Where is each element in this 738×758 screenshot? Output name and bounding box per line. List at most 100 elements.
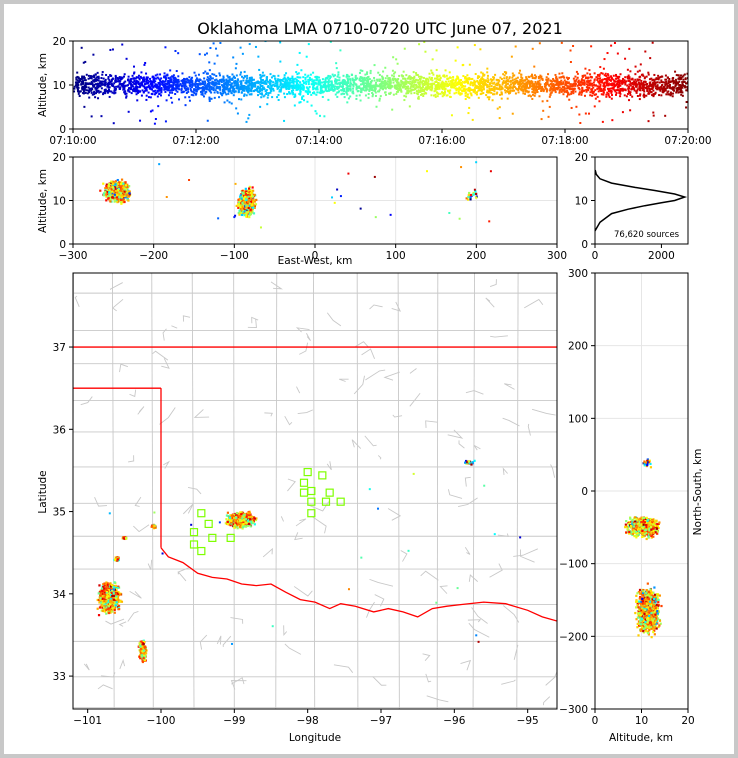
source-point xyxy=(457,83,460,86)
source-point xyxy=(417,85,420,88)
source-point xyxy=(104,78,107,81)
source-point xyxy=(486,96,489,99)
source-point xyxy=(214,83,217,86)
source-point xyxy=(118,76,121,79)
source-point xyxy=(181,80,184,83)
source-point xyxy=(117,77,120,80)
source-point xyxy=(169,89,172,92)
source-point xyxy=(629,109,632,112)
source-point xyxy=(600,72,603,75)
source-point xyxy=(420,93,423,96)
source-point xyxy=(436,78,439,81)
source-point xyxy=(258,91,261,94)
source-point xyxy=(287,81,290,84)
source-point xyxy=(639,93,642,96)
source-point xyxy=(480,71,483,74)
source-point xyxy=(176,81,179,84)
source-point xyxy=(127,193,130,196)
source-point xyxy=(152,85,155,88)
source-point xyxy=(579,81,582,84)
source-point xyxy=(231,77,234,80)
source-point xyxy=(119,80,122,83)
source-point xyxy=(299,101,302,104)
source-point xyxy=(508,77,511,80)
source-point xyxy=(123,182,127,185)
source-point xyxy=(151,76,154,79)
source-point xyxy=(150,80,153,83)
source-point xyxy=(201,92,204,95)
source-point xyxy=(221,85,224,88)
source-point xyxy=(272,83,275,86)
source-point xyxy=(408,75,411,78)
source-point xyxy=(428,72,431,75)
source-point xyxy=(381,77,384,80)
source-point xyxy=(267,85,270,88)
source-point xyxy=(487,79,490,82)
source-point xyxy=(366,78,369,81)
source-point xyxy=(613,41,616,44)
source-point xyxy=(280,85,283,88)
source-point xyxy=(302,81,305,84)
source-point xyxy=(647,71,650,74)
source-point xyxy=(119,82,122,85)
source-point xyxy=(327,98,330,101)
source-point xyxy=(621,77,624,80)
source-point xyxy=(188,96,191,99)
source-point xyxy=(538,95,541,98)
source-point xyxy=(584,67,587,70)
source-point xyxy=(198,53,201,56)
source-point xyxy=(413,83,416,86)
source-point xyxy=(77,92,80,95)
source-point xyxy=(208,87,211,90)
source-point xyxy=(208,89,211,92)
source-point xyxy=(85,73,88,76)
source-point xyxy=(245,79,248,82)
source-point xyxy=(235,80,238,83)
source-point xyxy=(292,89,295,92)
source-point xyxy=(157,105,160,108)
source-point xyxy=(107,84,110,87)
source-point xyxy=(143,86,146,89)
x-tick-label: 07:12:00 xyxy=(172,135,219,147)
source-point xyxy=(248,113,251,116)
source-point xyxy=(562,75,565,78)
source-point xyxy=(315,93,318,96)
source-point xyxy=(530,80,533,83)
source-point xyxy=(117,182,120,186)
source-point xyxy=(593,72,596,75)
source-point xyxy=(629,93,632,96)
source-point xyxy=(485,94,488,97)
source-point xyxy=(481,83,484,86)
source-point xyxy=(614,80,617,83)
source-point xyxy=(537,81,540,84)
source-point xyxy=(170,78,173,81)
source-point xyxy=(88,96,91,99)
source-point xyxy=(157,77,160,80)
source-point xyxy=(227,79,230,82)
source-point xyxy=(218,80,221,83)
source-point xyxy=(94,79,97,82)
source-point xyxy=(557,81,560,84)
source-point xyxy=(222,84,225,87)
source-point xyxy=(164,88,167,91)
source-point xyxy=(556,88,559,91)
ew-altitude-grid xyxy=(73,157,557,244)
source-point xyxy=(82,82,85,85)
source-point xyxy=(563,86,566,89)
source-point xyxy=(620,88,623,91)
source-point xyxy=(432,73,435,76)
source-point xyxy=(220,78,223,81)
source-point xyxy=(684,85,687,88)
source-point xyxy=(270,86,273,89)
source-point xyxy=(89,82,92,85)
source-point xyxy=(283,92,286,95)
source-point xyxy=(519,78,522,81)
source-point xyxy=(140,94,143,97)
source-point xyxy=(329,77,332,80)
source-point xyxy=(502,73,505,76)
source-point xyxy=(93,79,96,82)
source-point xyxy=(110,180,113,183)
source-point xyxy=(241,89,244,92)
source-point xyxy=(560,90,563,93)
source-point xyxy=(583,94,586,97)
